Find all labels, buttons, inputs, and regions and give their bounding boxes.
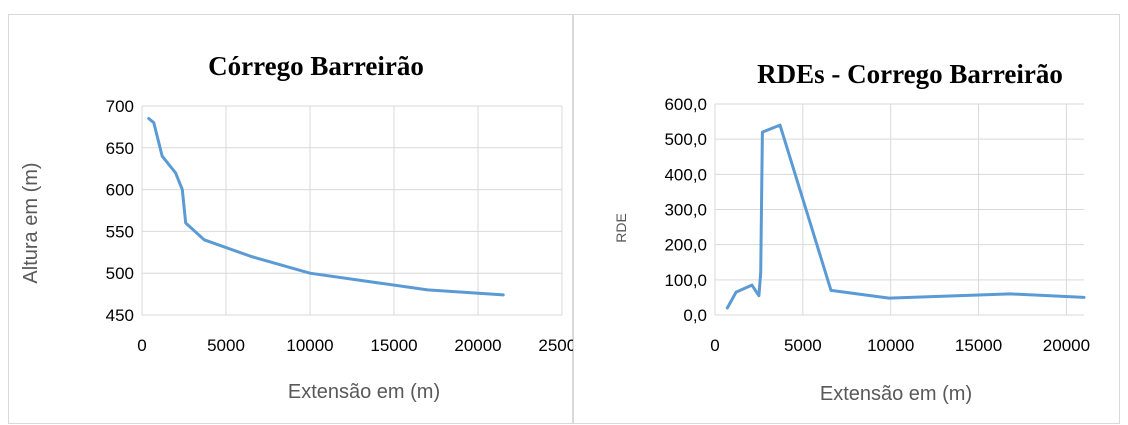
y-tick-label: 100,0 xyxy=(664,271,707,290)
x-tick-label: 15000 xyxy=(370,336,417,355)
altura-series-line xyxy=(147,117,505,297)
x-tick-label: 20000 xyxy=(1043,336,1090,355)
y-axis-label: RDE xyxy=(613,213,629,243)
chart-title: Córrego Barreirão xyxy=(208,51,424,81)
y-axis-label: Altura em (m) xyxy=(20,162,42,283)
y-tick-label: 700 xyxy=(106,97,134,116)
chart-title: RDEs - Corrego Barreirão xyxy=(757,59,1063,89)
y-tick-label: 0,0 xyxy=(683,306,707,325)
y-tick-label: 450 xyxy=(106,306,134,325)
y-tick-label: 400,0 xyxy=(664,165,707,184)
x-tick-label: 5000 xyxy=(207,336,245,355)
x-tick-label: 10000 xyxy=(867,336,914,355)
x-tick-label: 15000 xyxy=(955,336,1002,355)
x-tick-label: 5000 xyxy=(784,336,822,355)
x-axis-label: Extensão em (m) xyxy=(820,383,972,405)
chart-panel-rde: RDEs - Corrego Barreirão 0,0 100,0 200,0 30… xyxy=(573,14,1120,424)
chart-panel-altura: Córrego Barreirão 450 500 550 600 650 700 0 50… xyxy=(8,14,586,424)
y-tick-label: 500,0 xyxy=(664,130,707,149)
rde-series-line xyxy=(725,123,1086,310)
y-tick-label: 650 xyxy=(106,139,134,158)
y-tick-label: 550 xyxy=(106,222,134,241)
y-tick-label: 200,0 xyxy=(664,236,707,255)
x-tick-label: 0 xyxy=(710,336,719,355)
altura-chart-svg: Córrego Barreirão 450 500 550 600 650 700 0 50… xyxy=(20,51,586,403)
y-tick-label: 600 xyxy=(106,181,134,200)
x-tick-label: 20000 xyxy=(454,336,501,355)
y-tick-label: 600,0 xyxy=(664,95,707,114)
x-tick-label: 0 xyxy=(137,336,146,355)
rde-chart-svg: RDEs - Corrego Barreirão 0,0 100,0 200,0 30… xyxy=(613,59,1090,405)
y-tick-label: 500 xyxy=(106,264,134,283)
x-axis-label: Extensão em (m) xyxy=(288,381,440,403)
x-tick-label: 10000 xyxy=(286,336,333,355)
y-tick-label: 300,0 xyxy=(664,201,707,220)
